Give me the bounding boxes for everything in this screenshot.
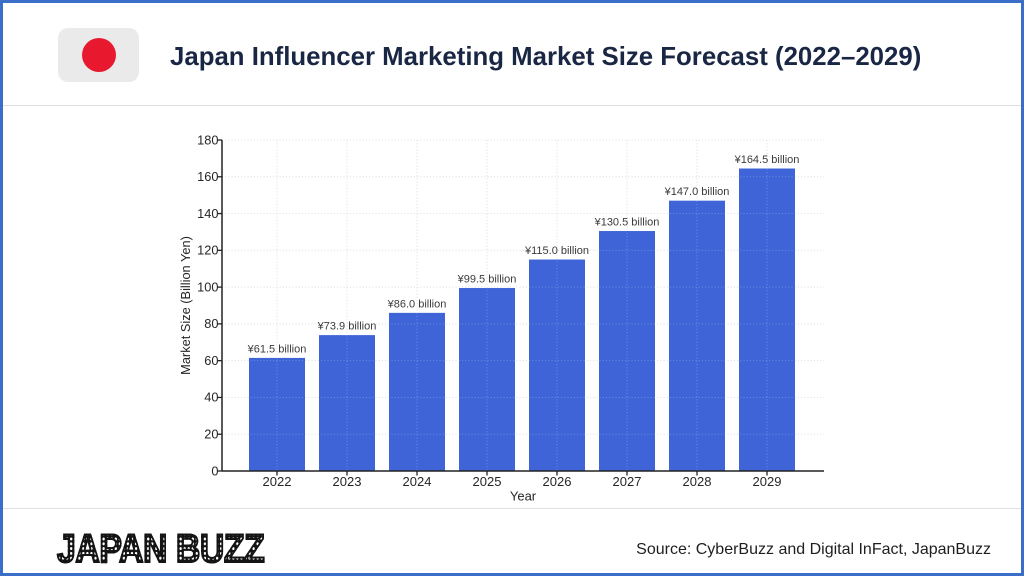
svg-text:180: 180 [197, 132, 218, 147]
svg-text:60: 60 [204, 353, 218, 368]
svg-text:¥130.5 billion: ¥130.5 billion [594, 217, 660, 229]
svg-text:120: 120 [197, 243, 218, 258]
svg-text:2029: 2029 [753, 474, 782, 489]
svg-text:160: 160 [197, 169, 218, 184]
svg-text:2024: 2024 [403, 474, 432, 489]
svg-text:2026: 2026 [543, 474, 572, 489]
svg-text:20: 20 [204, 427, 218, 442]
svg-text:¥147.0 billion: ¥147.0 billion [664, 186, 730, 198]
svg-text:Year: Year [510, 489, 537, 504]
svg-text:2028: 2028 [683, 474, 712, 489]
svg-text:2023: 2023 [333, 474, 362, 489]
svg-text:40: 40 [204, 390, 218, 405]
svg-text:0: 0 [211, 463, 218, 478]
svg-text:¥115.0 billion: ¥115.0 billion [524, 245, 589, 257]
svg-text:100: 100 [197, 279, 218, 294]
svg-text:140: 140 [197, 206, 218, 221]
svg-text:¥61.5 billion: ¥61.5 billion [247, 343, 307, 355]
svg-text:¥86.0 billion: ¥86.0 billion [387, 298, 447, 310]
svg-text:2027: 2027 [613, 474, 642, 489]
svg-text:2025: 2025 [473, 474, 502, 489]
svg-text:2022: 2022 [263, 474, 292, 489]
svg-text:¥99.5 billion: ¥99.5 billion [457, 274, 517, 286]
svg-text:¥164.5 billion: ¥164.5 billion [734, 154, 800, 166]
svg-text:¥73.9 billion: ¥73.9 billion [317, 321, 377, 333]
svg-text:Market Size (Billion Yen): Market Size (Billion Yen) [178, 236, 193, 375]
svg-text:80: 80 [204, 316, 218, 331]
